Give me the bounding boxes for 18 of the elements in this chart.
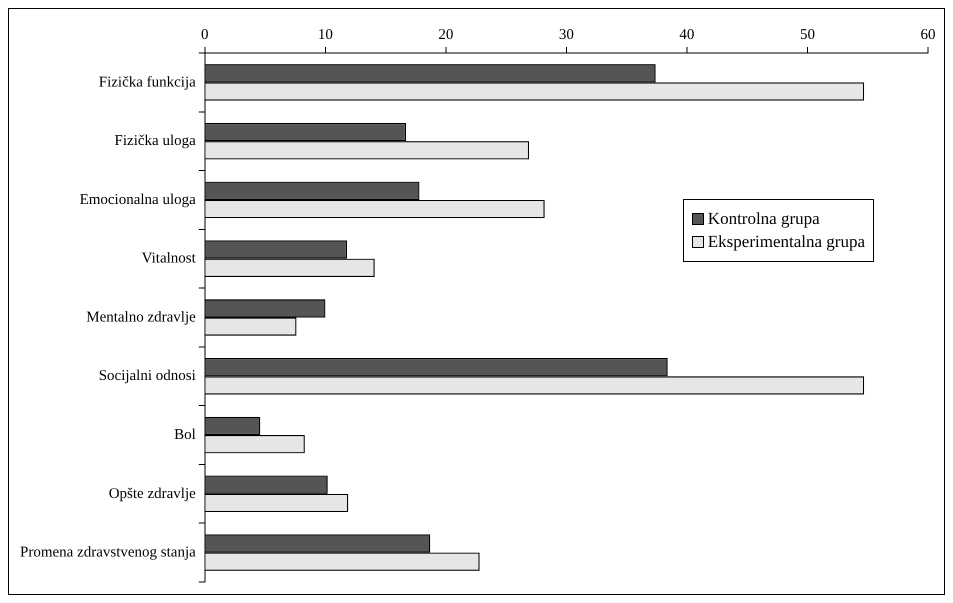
legend-label: Eksperimentalna grupa <box>708 232 865 252</box>
x-tick-label: 60 <box>920 26 936 43</box>
x-tick-label: 30 <box>558 26 574 43</box>
y-tick-label: Emocionalna uloga <box>80 192 196 208</box>
x-tick-label: 50 <box>800 26 815 43</box>
x-tick-label: 20 <box>438 26 454 43</box>
y-tick-label: Fizička uloga <box>114 133 196 150</box>
y-tick-label: Fizička funkcija <box>98 74 196 90</box>
x-tick-label: 10 <box>318 26 333 43</box>
y-tick-label: Vitalnost <box>142 250 197 267</box>
x-tick-label: 40 <box>679 26 694 43</box>
y-tick-label: Mentalno zdravlje <box>86 309 196 326</box>
y-tick-label: Promena zdravstvenog stanja <box>20 544 196 561</box>
y-tick-label: Bol <box>174 426 196 443</box>
x-tick-label: 0 <box>201 26 209 43</box>
y-tick-label: Socijalni odnosi <box>98 368 196 384</box>
y-tick-label: Opšte zdravlje <box>108 486 196 502</box>
legend-label: Kontrolna grupa <box>708 209 820 229</box>
